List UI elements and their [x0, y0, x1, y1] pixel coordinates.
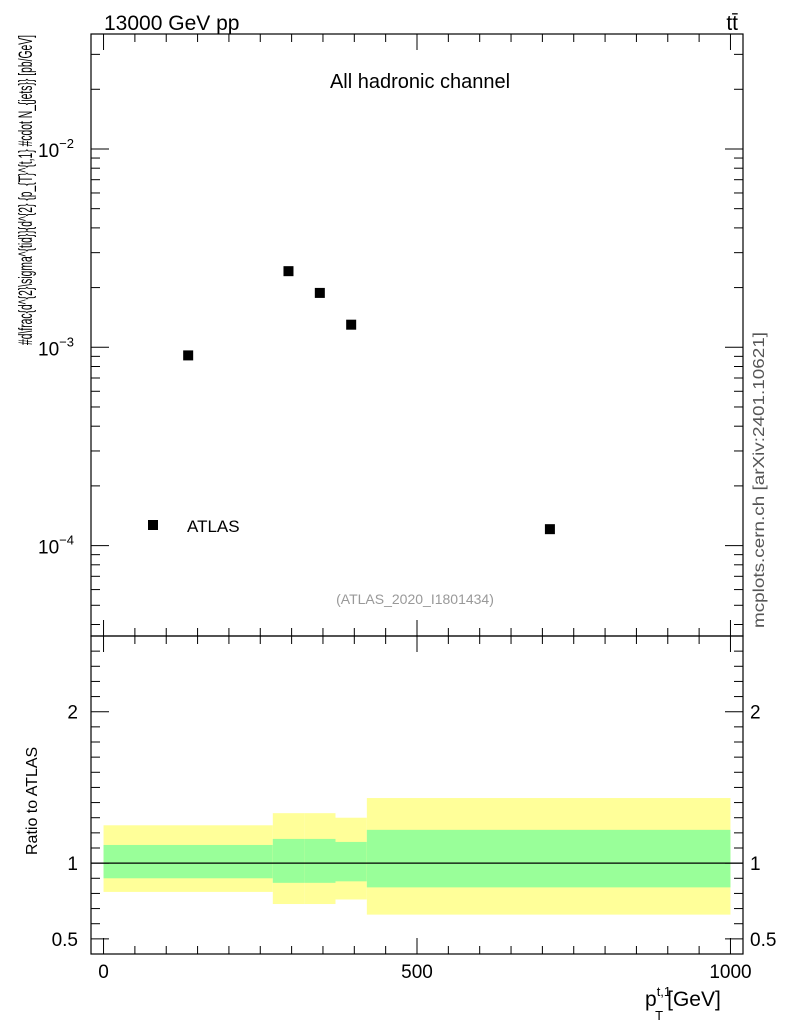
data-point [346, 319, 357, 330]
ratio-stat-band [103, 844, 273, 879]
x-axis-label: pt,1 T [GeV] [645, 984, 721, 1023]
x-axis-label-main: p [645, 988, 657, 1011]
main-plot-panel: All hadronic channel (ATLAS_2020_I180143… [38, 33, 744, 637]
ratio-y-tick-label-right: 0.5 [750, 930, 776, 951]
x-axis-label-unit: [GeV] [667, 988, 721, 1011]
ratio-y-tick-label: 0.5 [52, 930, 78, 951]
x-axis-label-sup: t,1 [657, 984, 671, 999]
main-plot-frame [90, 33, 744, 637]
main-y-tick-label: 10−2 [38, 136, 74, 162]
main-y-tick-label: 10−4 [38, 533, 74, 559]
ratio-y-axis-label: Ratio to ATLAS [24, 747, 41, 855]
energy-label: 13000 GeV pp [104, 12, 239, 35]
x-tick-label: 1000 [709, 962, 751, 983]
main-plot-title: All hadronic channel [330, 71, 510, 93]
side-label: mcplots.cern.ch [arXiv:2401.10621] [751, 332, 768, 628]
legend-marker [148, 520, 158, 530]
ratio-stat-band [366, 829, 731, 888]
svg-text:pt,1T[GeV]: pt,1 T [GeV] [645, 984, 721, 1023]
ratio-y-tick-label: 2 [67, 703, 78, 724]
ratio-y-tick-label: 1 [67, 854, 78, 875]
data-point [183, 350, 194, 361]
ratio-stat-band [272, 838, 305, 883]
ratio-stat-band [335, 841, 367, 882]
x-tick-label: 500 [401, 962, 433, 983]
data-point [283, 266, 294, 277]
legend-label: ATLAS [187, 517, 240, 536]
main-y-axis-label: #d\frac{d^{2}\sigma^{tid}}{d^{2} {p_{T}^… [16, 35, 37, 345]
analysis-label: (ATLAS_2020_I1801434) [336, 591, 494, 607]
x-axis-label-sub: T [655, 1008, 663, 1023]
ratio-plot-panel: 0.5 0.5 1 1 2 2 0 500 1000 [52, 635, 776, 983]
process-label: tt̄ [726, 12, 738, 35]
x-tick-label: 0 [98, 962, 109, 983]
ratio-y-tick-label-right: 2 [750, 703, 761, 724]
data-point [314, 287, 325, 298]
ratio-y-tick-label-right: 1 [750, 854, 761, 875]
data-point [544, 524, 555, 535]
ratio-stat-band [304, 838, 336, 883]
main-y-tick-label: 10−3 [38, 334, 74, 360]
legend: ATLAS [148, 517, 240, 536]
